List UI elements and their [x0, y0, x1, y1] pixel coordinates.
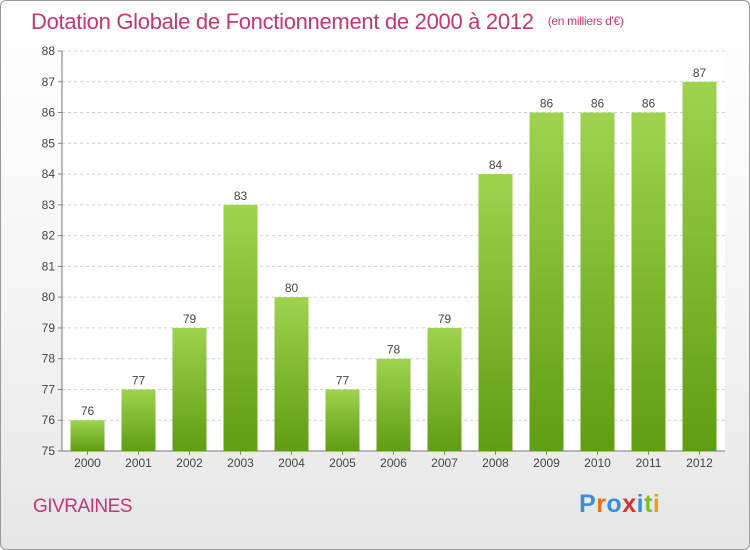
bar [172, 327, 207, 451]
bar [70, 420, 105, 451]
x-tick-label: 2005 [329, 456, 356, 470]
x-tick-label: 2002 [176, 456, 203, 470]
y-tick-label: 84 [42, 167, 56, 181]
y-tick-label: 77 [42, 382, 56, 396]
data-label: 87 [693, 66, 707, 80]
proxiti-logo: Proxiti [579, 490, 660, 519]
y-tick-label: 85 [42, 136, 56, 150]
bar [529, 112, 564, 452]
x-tick-label: 2004 [278, 456, 305, 470]
y-tick-label: 79 [42, 321, 56, 335]
data-label: 80 [285, 281, 299, 295]
x-tick-label: 2009 [533, 456, 560, 470]
y-tick-label: 80 [42, 290, 56, 304]
logo-letter: i [652, 490, 661, 518]
data-label: 83 [234, 189, 248, 203]
chart-title: Dotation Globale de Fonctionnement de 20… [31, 9, 624, 35]
bar [376, 358, 411, 451]
logo-letter: P [579, 490, 597, 518]
x-tick-label: 2011 [636, 456, 662, 470]
logo-letter: i [636, 490, 645, 518]
chart-unit: (en milliers d'€) [547, 14, 624, 28]
x-tick-label: 2006 [380, 456, 407, 470]
x-tick-label: 2012 [686, 456, 713, 470]
bar [274, 297, 309, 451]
data-label: 79 [183, 312, 197, 326]
bar [427, 327, 462, 451]
x-tick-label: 2000 [74, 456, 101, 470]
data-label: 79 [438, 312, 452, 326]
data-label: 84 [489, 158, 503, 172]
y-tick-label: 83 [42, 198, 56, 212]
y-tick-label: 86 [42, 106, 56, 120]
data-label: 86 [591, 97, 605, 111]
bar [580, 112, 615, 452]
logo-letter: t [644, 490, 653, 518]
y-tick-label: 82 [42, 229, 56, 243]
x-tick-label: 2008 [482, 456, 509, 470]
x-tick-label: 2001 [125, 456, 152, 470]
bar [325, 389, 360, 451]
x-tick-label: 2010 [584, 456, 611, 470]
data-label: 86 [540, 97, 554, 111]
y-tick-label: 75 [42, 444, 56, 458]
data-label: 77 [132, 373, 146, 387]
bar [121, 389, 156, 451]
bar [223, 204, 258, 451]
bar [631, 112, 666, 452]
data-label: 77 [336, 373, 350, 387]
x-tick-label: 2003 [227, 456, 254, 470]
place-name: GIVRAINES [33, 496, 132, 517]
y-tick-label: 81 [42, 259, 56, 273]
logo-letter: o [606, 490, 623, 518]
data-label: 78 [387, 343, 401, 357]
data-label: 86 [642, 97, 656, 111]
logo-letter: x [622, 490, 637, 518]
x-tick-label: 2007 [431, 456, 458, 470]
y-tick-label: 88 [42, 44, 56, 58]
y-tick-label: 76 [42, 413, 56, 427]
chart-title-text: Dotation Globale de Fonctionnement de 20… [31, 9, 534, 34]
bar [682, 81, 717, 452]
logo-letter: r [596, 490, 607, 518]
bar [478, 174, 513, 452]
y-tick-label: 78 [42, 352, 56, 366]
data-label: 76 [81, 404, 95, 418]
y-tick-label: 87 [42, 75, 56, 89]
